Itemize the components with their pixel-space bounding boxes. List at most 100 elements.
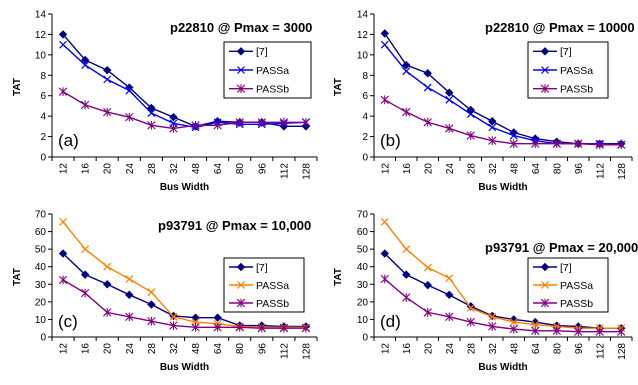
legend-label: PASSa [256, 280, 289, 292]
y-tick-label: 14 [35, 10, 47, 21]
y-tick-label: 10 [35, 315, 47, 326]
data-point [380, 249, 389, 258]
data-point [445, 95, 454, 104]
legend-label: [7] [256, 46, 268, 58]
y-axis-label: TAT [333, 268, 344, 286]
data-point [103, 75, 112, 84]
data-point [595, 327, 604, 337]
data-point [125, 290, 134, 300]
data-point [552, 326, 561, 336]
y-tick-label: 10 [357, 315, 369, 326]
legend-item: [7] [533, 262, 572, 274]
x-tick-label: 96 [257, 343, 268, 355]
data-point [58, 275, 68, 285]
y-tick-label: 8 [40, 71, 46, 82]
data-point [125, 312, 134, 322]
data-point [488, 312, 497, 321]
legend-label: [7] [560, 46, 572, 58]
x-tick-label: 64 [531, 163, 542, 175]
data-point [81, 61, 90, 69]
x-tick-label: 28 [466, 343, 477, 355]
x-tick-label: 80 [552, 163, 563, 175]
data-point [466, 317, 475, 327]
y-tick-label: 6 [362, 91, 368, 102]
y-tick-label: 4 [362, 112, 368, 123]
data-point [147, 103, 156, 113]
data-point [423, 69, 432, 78]
x-tick-label: 20 [423, 163, 434, 175]
legend-marker [540, 298, 550, 308]
y-axis-label: TAT [12, 268, 23, 286]
legend-marker [237, 281, 245, 289]
data-point [213, 323, 222, 332]
x-tick-label: 28 [466, 163, 477, 175]
x-tick-label: 12 [380, 163, 391, 175]
legend-marker [236, 84, 246, 93]
data-point [423, 308, 432, 317]
data-point [125, 275, 134, 283]
data-point [103, 280, 112, 289]
legend-marker [236, 298, 246, 308]
x-tick-label: 16 [402, 163, 413, 175]
data-point [509, 318, 518, 326]
data-point [402, 293, 411, 302]
data-point [380, 217, 389, 226]
data-point [445, 312, 454, 322]
legend-label: [7] [256, 262, 268, 274]
data-point [423, 263, 432, 272]
data-point [423, 280, 432, 290]
data-point [147, 109, 156, 118]
y-tick-label: 10 [357, 50, 369, 61]
panel-label: (b) [380, 131, 401, 150]
panel-label: (d) [380, 312, 401, 331]
x-tick-label: 12 [59, 163, 70, 175]
legend-item: PASSa [533, 65, 593, 77]
data-point [191, 121, 200, 130]
data-point [552, 139, 561, 149]
data-point [595, 140, 604, 150]
legend-marker [237, 66, 245, 74]
y-tick-label: 12 [357, 30, 369, 41]
data-point [574, 139, 583, 149]
chart-title: p93791 @ Pmax = 10,000 [158, 218, 311, 233]
data-point [279, 323, 289, 333]
legend-label: PASSa [256, 65, 289, 77]
series-line [62, 44, 306, 129]
y-tick-label: 40 [35, 262, 47, 273]
y-tick-label: 30 [35, 280, 47, 291]
x-tick-label: 48 [509, 163, 520, 175]
data-point [488, 117, 497, 126]
y-axis-label: TAT [333, 78, 344, 96]
data-point [191, 323, 200, 332]
data-point [509, 131, 518, 140]
data-point [445, 124, 454, 133]
series-PASSb [58, 87, 311, 133]
data-point [213, 313, 222, 322]
data-point [103, 308, 112, 317]
data-point [80, 288, 90, 298]
x-tick-label: 48 [191, 343, 202, 355]
y-tick-label: 6 [40, 91, 46, 102]
data-point [617, 327, 626, 337]
y-tick-label: 0 [40, 153, 46, 164]
data-point [488, 123, 497, 132]
series-PASSb [58, 275, 311, 333]
x-axis-label: Bus Width [160, 182, 209, 193]
data-point [466, 304, 475, 312]
x-tick-label: 28 [147, 343, 158, 355]
y-tick-label: 30 [357, 280, 369, 291]
x-axis-label: Bus Width [478, 362, 527, 373]
x-tick-label: 20 [423, 343, 434, 355]
data-point [147, 316, 156, 326]
data-point [445, 290, 454, 300]
chart-title: p22810 @ Pmax = 10000 [485, 20, 635, 35]
data-point [301, 117, 311, 127]
y-tick-label: 60 [357, 227, 369, 238]
data-point [169, 112, 178, 122]
y-tick-label: 0 [40, 333, 46, 344]
data-point [213, 121, 222, 130]
x-tick-label: 112 [279, 163, 290, 179]
data-point [423, 117, 432, 127]
x-tick-label: 32 [488, 163, 499, 175]
